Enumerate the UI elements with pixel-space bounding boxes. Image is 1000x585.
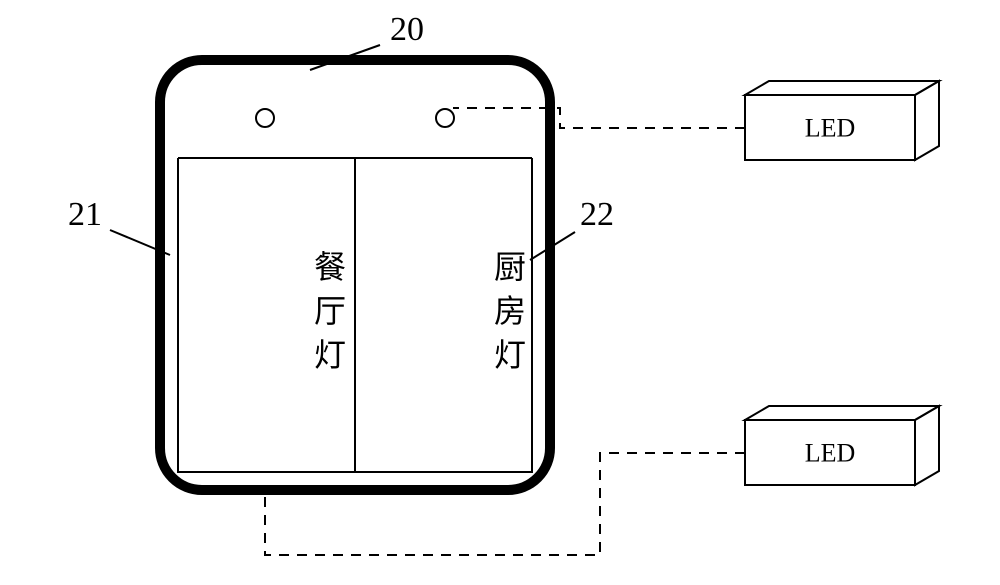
led-module-1-label: LED bbox=[805, 114, 856, 143]
left_key: 餐 bbox=[314, 249, 346, 285]
led-module-2-label: LED bbox=[805, 439, 856, 468]
right_key: 厨 bbox=[494, 249, 526, 285]
r22-label: 22 bbox=[580, 196, 614, 233]
indicator-hole-1 bbox=[256, 109, 274, 127]
right_key: 房 bbox=[494, 293, 526, 329]
r20-label: 20 bbox=[390, 11, 424, 48]
led-module-2-top bbox=[745, 406, 939, 420]
led-module-2-side bbox=[915, 406, 939, 485]
right_key: 灯 bbox=[494, 337, 526, 373]
led-module-1-top bbox=[745, 81, 939, 95]
left_key: 灯 bbox=[314, 337, 346, 373]
led-module-1-wire bbox=[453, 108, 745, 128]
left_key: 厅 bbox=[314, 293, 346, 329]
led-module-2-wire bbox=[265, 453, 745, 555]
r21-label: 21 bbox=[68, 196, 102, 233]
led-module-1-side bbox=[915, 81, 939, 160]
indicator-hole-2 bbox=[436, 109, 454, 127]
